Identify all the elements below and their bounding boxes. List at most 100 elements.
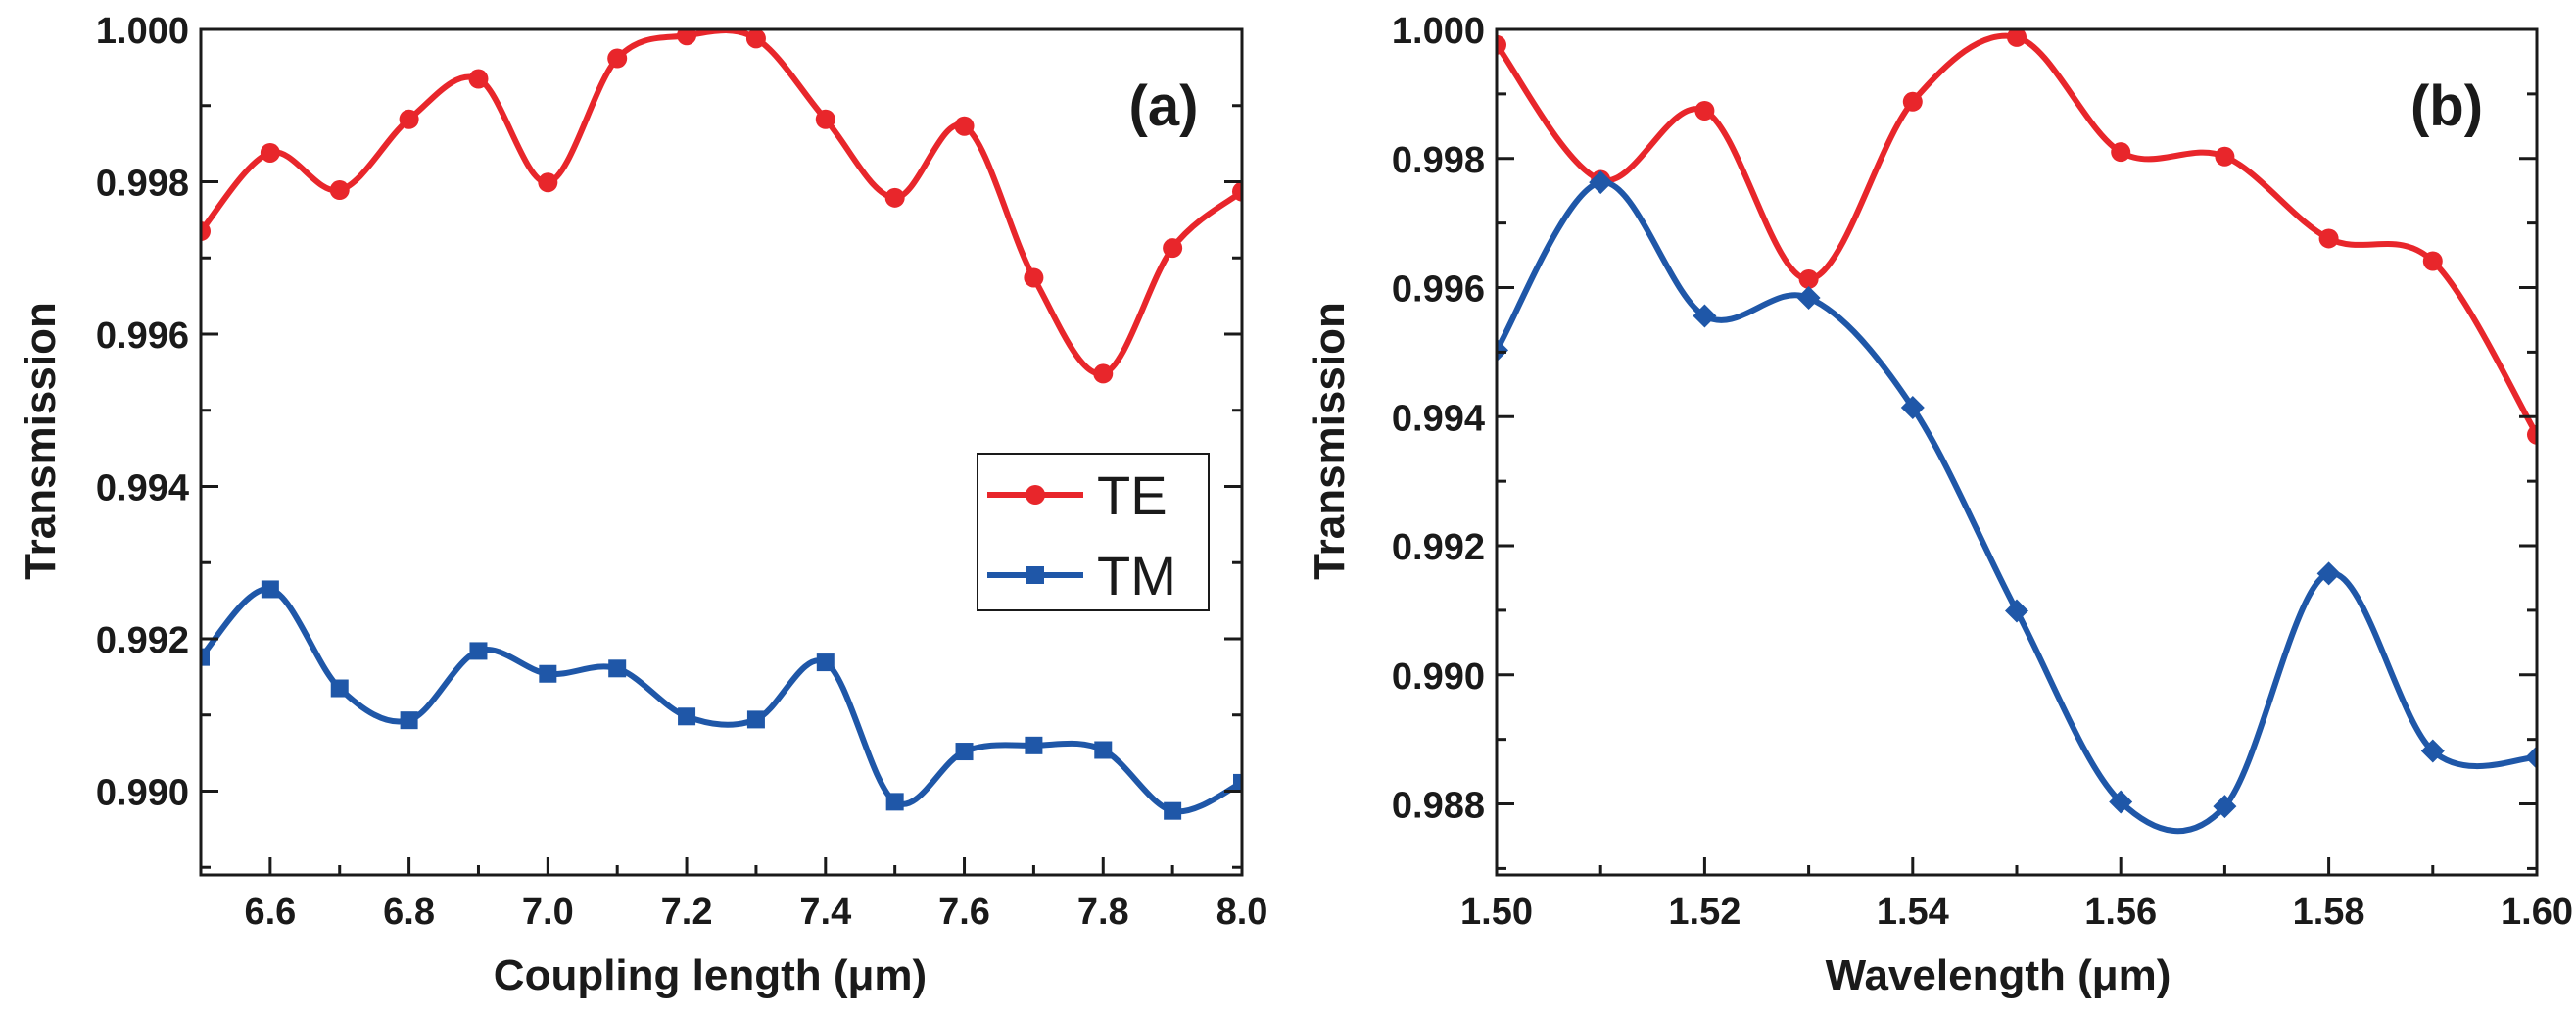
panel-a-tm-point: [201, 648, 210, 666]
panel-a-y-tick-label: 0.992: [96, 620, 189, 661]
panel-b-te-point: [2527, 424, 2537, 445]
panel-a-te-point: [1024, 267, 1044, 288]
panel-b-te-point: [1694, 101, 1715, 121]
panel-a-frame: [199, 27, 1244, 877]
panel-b-tm-point: [1497, 338, 1508, 363]
panel-a-tm-point: [955, 743, 974, 761]
panel-a-axes: 6.6 6.8 7.0 7.2 7.4 7.6 7.8 8.0 0.990 0.992 0.994 0…: [96, 11, 1268, 933]
legend: TE TM: [977, 453, 1210, 611]
panel-a-label: (a): [1129, 74, 1199, 138]
panel-b-te-point: [2422, 251, 2443, 271]
panel-b-tm-point: [2420, 739, 2445, 763]
panel-a-x-tick-label: 7.6: [938, 892, 990, 933]
legend-te-marker: [1026, 485, 1045, 505]
legend-box: [977, 453, 1210, 611]
panel-a-tm-point: [746, 710, 765, 729]
panel-a-tm-point: [816, 653, 835, 672]
panel-a-x-tick-label: 7.8: [1077, 892, 1129, 933]
panel-b-te-point: [2111, 142, 2131, 163]
panel-a-tm-point: [400, 711, 418, 730]
panel-a-tm-point: [1233, 773, 1242, 792]
panel-b-te-point: [1497, 34, 1506, 55]
panel-a-series-tm-line: [201, 586, 1242, 815]
panel-b-axes: 1.50 1.52 1.54 1.56 1.58 1.60 0.988 0.990 0.992 0…: [1392, 11, 2573, 933]
panel-b-tm-point: [2109, 790, 2133, 814]
panel-a-x-tick-label: 8.0: [1216, 892, 1268, 933]
panel-a-x-tick-label: 6.6: [244, 892, 296, 933]
panel-a-te-point: [201, 221, 211, 242]
panel-b-tm-point: [2316, 561, 2341, 586]
panel-a-te-point: [677, 29, 697, 46]
panel-b-tm-point: [1589, 170, 1613, 195]
panel-a: 6.6 6.8 7.0 7.2 7.4 7.6 7.8 8.0 0.990 0.992 0.994 0…: [17, 11, 1267, 999]
panel-a-tm-point: [539, 664, 557, 683]
panel-b-y-tick-label: 0.990: [1392, 656, 1485, 698]
panel-a-tm-point: [678, 707, 696, 726]
panel-b-x-tick-label: 1.52: [1668, 892, 1741, 933]
panel-a-x-tick-label: 6.8: [383, 892, 435, 933]
panel-b-y-tick-label: 1.000: [1392, 11, 1485, 52]
panel-a-series-group: [201, 29, 1242, 820]
panel-b-tm-point: [2525, 746, 2537, 770]
panel-b-y-tick-label: 0.998: [1392, 140, 1485, 181]
panel-a-y-tick-label: 0.998: [96, 163, 189, 204]
panel-a-te-point: [1232, 181, 1242, 202]
panel-b-x-tick-label: 1.50: [1460, 892, 1533, 933]
panel-b-frame: [1495, 27, 2539, 877]
legend-te-label: TE: [1097, 464, 1168, 526]
legend-tm-marker: [1026, 566, 1044, 584]
panel-a-y-tick-label: 1.000: [96, 11, 189, 52]
panel-a-x-tick-label: 7.2: [661, 892, 713, 933]
panel-a-y-tick-label: 0.990: [96, 772, 189, 813]
panel-b-tm-point: [2005, 599, 2028, 623]
panel-b-x-tick-label: 1.60: [2501, 892, 2573, 933]
panel-a-te-point: [884, 187, 905, 208]
panel-a-te-point: [1163, 238, 1183, 259]
panel-a-tm-point: [330, 679, 349, 698]
panel-a-x-tick-label: 7.4: [799, 892, 851, 933]
panel-b-te-point: [1798, 268, 1819, 289]
panel-b-y-tick-label: 0.988: [1392, 786, 1485, 827]
panel-a-te-point: [745, 29, 766, 49]
panel-b-te-point: [2215, 146, 2235, 167]
panel-a-plot-area: [201, 29, 1242, 820]
panel-b-y-axis-title: Transmission: [1306, 302, 1354, 580]
panel-a-y-tick-label: 0.994: [96, 467, 189, 508]
panel-b-tm-point: [2213, 795, 2237, 819]
panel-b-x-tick-label: 1.56: [2084, 892, 2157, 933]
panel-b-te-point: [1902, 91, 1923, 112]
panel-a-te-point: [260, 142, 280, 163]
legend-tm-label: TM: [1097, 545, 1176, 606]
panel-b-y-tick-label: 0.996: [1392, 269, 1485, 311]
panel-b-series-te-line: [1497, 32, 2537, 437]
panel-b-series-tm-line: [1497, 179, 2537, 835]
panel-a-series-te-line: [201, 29, 1242, 377]
panel-a-y-axis-title: Transmission: [17, 302, 65, 580]
panel-a-tm-point: [469, 642, 488, 660]
panel-a-te-point: [468, 69, 489, 89]
panel-a-x-axis-title: Coupling length (μm): [494, 951, 927, 999]
panel-a-te-point: [538, 172, 558, 193]
panel-a-tm-point: [885, 793, 904, 811]
panel-b-x-tick-label: 1.58: [2293, 892, 2365, 933]
panel-b-tm-point: [1796, 286, 1821, 311]
panel-a-tm-point: [1094, 741, 1113, 759]
panel-b-te-point: [2318, 228, 2339, 249]
panel-b-label: (b): [2410, 74, 2483, 138]
panel-a-te-point: [954, 116, 975, 136]
panel-a-te-point: [815, 109, 835, 129]
panel-b-tm-point: [1900, 396, 1925, 420]
panel-a-tm-point: [608, 659, 627, 678]
panel-a-te-point: [399, 109, 419, 129]
panel-b-y-tick-label: 0.994: [1392, 398, 1485, 439]
panel-a-x-tick-label: 7.0: [522, 892, 574, 933]
panel-a-y-tick-label: 0.996: [96, 315, 189, 357]
panel-b: 1.50 1.52 1.54 1.56 1.58 1.60 0.988 0.990 0.992 0…: [1306, 11, 2573, 999]
panel-a-te-point: [607, 48, 628, 69]
panel-b-te-point: [2007, 29, 2027, 47]
panel-b-x-tick-label: 1.54: [1877, 892, 1949, 933]
panel-a-te-point: [1093, 363, 1114, 384]
panel-b-tm-point: [1693, 304, 1717, 328]
panel-b-x-axis-title: Wavelength (μm): [1826, 951, 2171, 999]
